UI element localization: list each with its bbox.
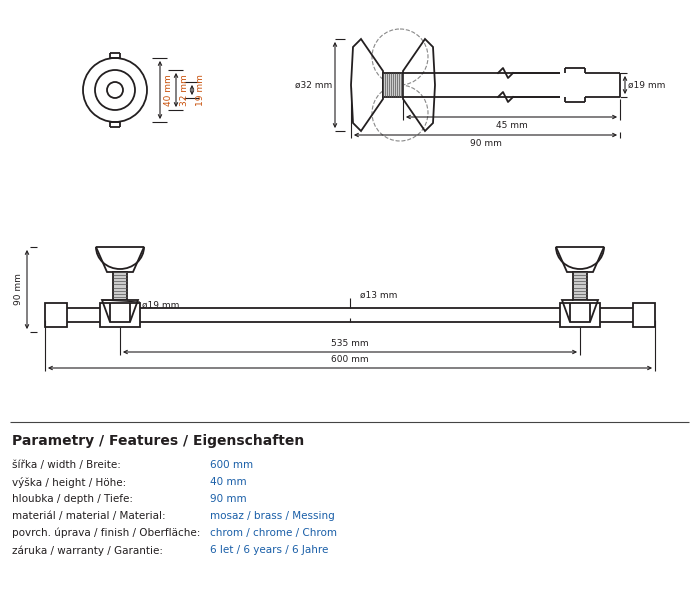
Text: ø19 mm: ø19 mm (628, 80, 665, 90)
Text: záruka / warranty / Garantie:: záruka / warranty / Garantie: (12, 545, 163, 556)
Text: mosaz / brass / Messing: mosaz / brass / Messing (210, 511, 335, 521)
Text: 40 mm: 40 mm (164, 74, 173, 106)
Text: 90 mm: 90 mm (14, 274, 23, 306)
Text: výška / height / Höhe:: výška / height / Höhe: (12, 477, 127, 488)
Text: 19 mm: 19 mm (196, 74, 205, 106)
Text: 535 mm: 535 mm (331, 339, 369, 348)
Text: 40 mm: 40 mm (210, 477, 247, 487)
Bar (573, 272, 587, 300)
Text: ø32 mm: ø32 mm (295, 80, 332, 90)
Bar (633, 303, 655, 327)
Text: ø19 mm: ø19 mm (142, 300, 180, 310)
Text: Parametry / Features / Eigenschaften: Parametry / Features / Eigenschaften (12, 434, 304, 448)
Bar (100, 303, 140, 327)
Text: 32 mm: 32 mm (180, 74, 189, 106)
Text: ø13 mm: ø13 mm (360, 290, 397, 300)
Bar (560, 303, 600, 327)
Text: 6 let / 6 years / 6 Jahre: 6 let / 6 years / 6 Jahre (210, 545, 329, 555)
Text: 600 mm: 600 mm (331, 355, 369, 364)
Text: povrch. úprava / finish / Oberfläche:: povrch. úprava / finish / Oberfläche: (12, 528, 201, 539)
Text: šířka / width / Breite:: šířka / width / Breite: (12, 460, 121, 470)
Text: 90 mm: 90 mm (470, 139, 501, 148)
Text: chrom / chrome / Chrom: chrom / chrome / Chrom (210, 528, 337, 538)
Bar (383, 73, 403, 97)
Text: 600 mm: 600 mm (210, 460, 253, 470)
Text: 45 mm: 45 mm (496, 121, 527, 130)
Bar (45, 303, 67, 327)
Text: 90 mm: 90 mm (210, 494, 247, 504)
Text: hloubka / depth / Tiefe:: hloubka / depth / Tiefe: (12, 494, 133, 504)
Bar (113, 272, 127, 300)
Text: materiál / material / Material:: materiál / material / Material: (12, 511, 166, 521)
